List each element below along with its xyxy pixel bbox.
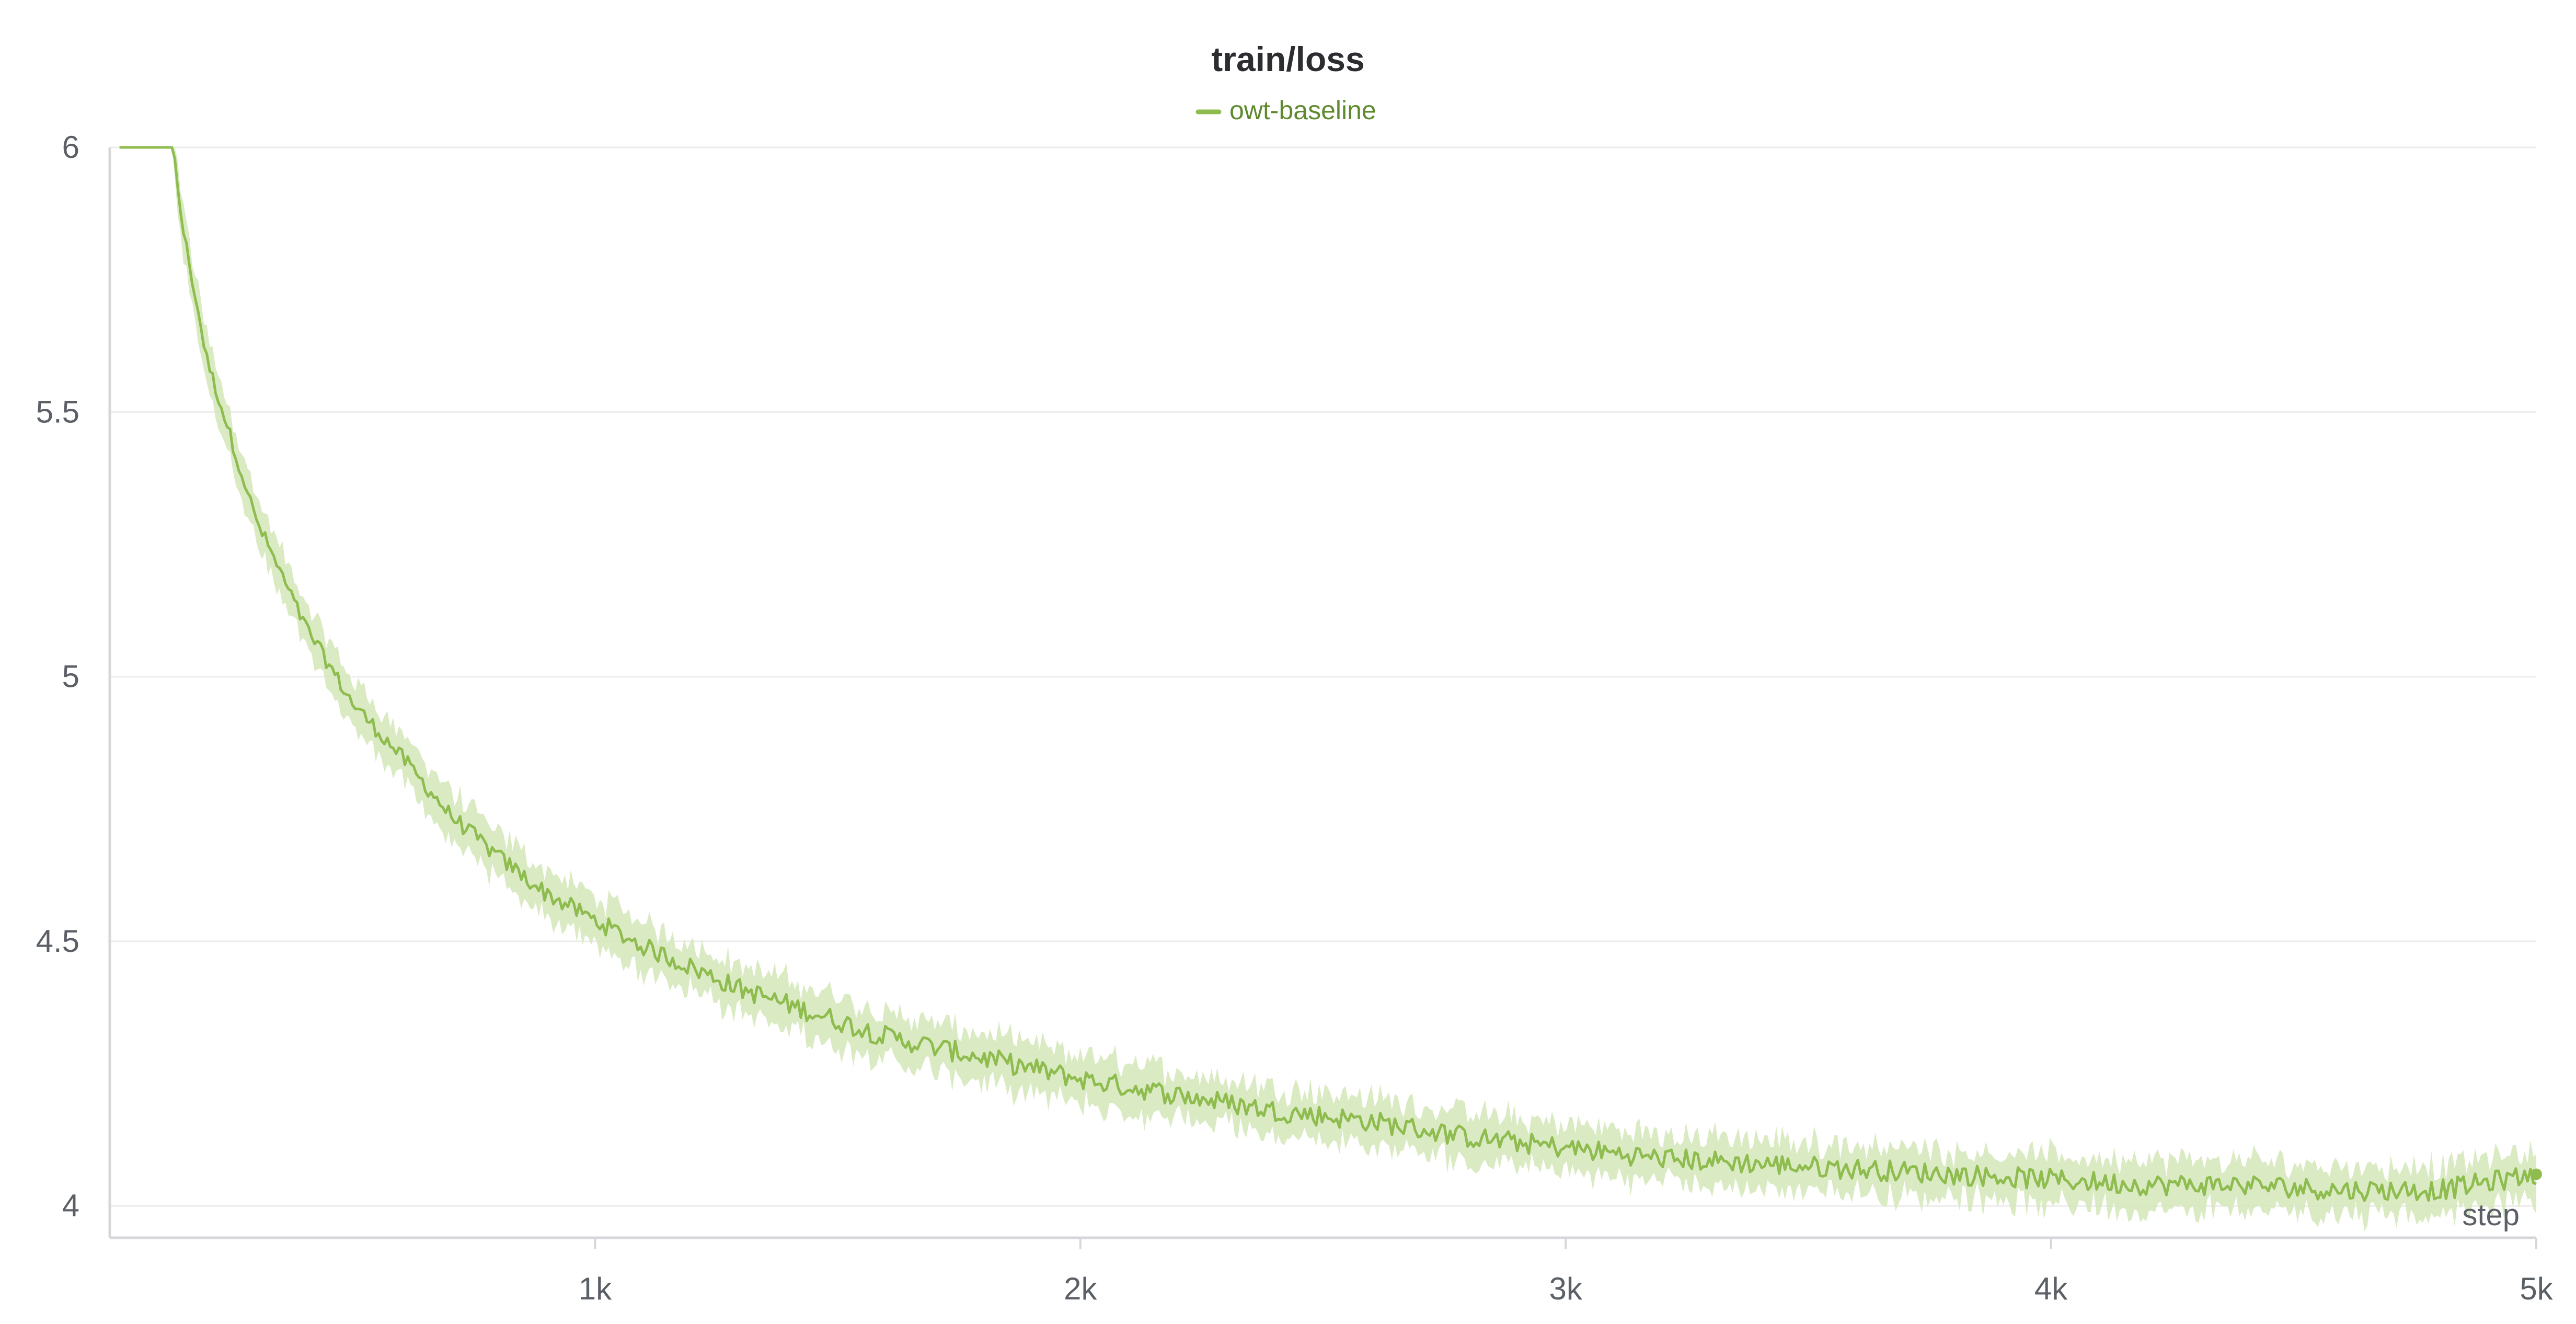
y-axis-ticks: 4 4.5 5 5.5 6 bbox=[36, 130, 79, 1223]
x-axis-label: step bbox=[2462, 1198, 2520, 1232]
series-band-owt-baseline bbox=[120, 147, 2536, 1231]
chart-title: train/loss bbox=[1211, 40, 1364, 78]
series-line-owt-baseline[interactable] bbox=[120, 147, 2536, 1201]
y-tick-label: 5 bbox=[62, 659, 79, 694]
x-tick-label: 2k bbox=[1064, 1271, 1097, 1306]
legend[interactable]: owt-baseline bbox=[1198, 96, 1376, 125]
x-tick-label: 1k bbox=[579, 1271, 612, 1306]
x-tick-label: 5k bbox=[2520, 1271, 2553, 1306]
y-tick-label: 5.5 bbox=[36, 394, 79, 429]
series-band bbox=[120, 147, 2536, 1231]
series-end-marker bbox=[2531, 1168, 2542, 1180]
x-axis-ticks: 1k 2k 3k 4k 5k bbox=[579, 1238, 2554, 1306]
y-tick-label: 4 bbox=[62, 1188, 79, 1223]
y-tick-label: 6 bbox=[62, 130, 79, 165]
y-tick-label: 4.5 bbox=[36, 924, 79, 959]
x-tick-label: 4k bbox=[2034, 1271, 2068, 1306]
series-line-layer bbox=[119, 147, 2542, 1201]
gridlines bbox=[110, 147, 2536, 1206]
x-tick-label: 3k bbox=[1549, 1271, 1583, 1306]
legend-label-owt-baseline: owt-baseline bbox=[1229, 96, 1376, 125]
axes bbox=[110, 147, 2536, 1238]
